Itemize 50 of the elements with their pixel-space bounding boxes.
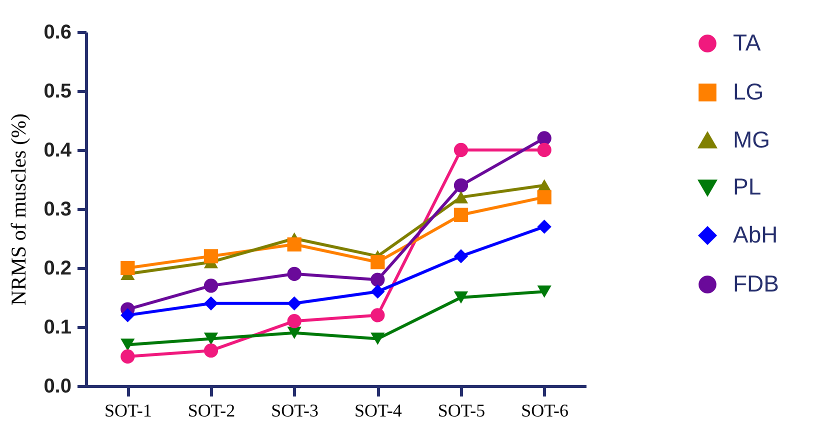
x-tick-label: SOT-1 [104, 400, 152, 420]
point [204, 278, 218, 293]
point [454, 191, 468, 204]
x-tick-label: SOT-4 [354, 400, 402, 420]
point [537, 142, 552, 158]
point [370, 255, 385, 270]
point [287, 326, 302, 340]
point [204, 249, 218, 264]
point [370, 332, 385, 345]
y-tick-label: 0.4 [44, 140, 72, 162]
y-tick-label: 0.6 [44, 22, 72, 44]
x-tick-label: SOT-6 [521, 400, 569, 420]
y-tick-label: 0.3 [44, 198, 72, 220]
legend-label: PL [733, 174, 762, 200]
legend-label: TA [733, 30, 762, 56]
y-tick-label: 0.1 [44, 316, 72, 338]
point [287, 237, 302, 252]
point [287, 296, 302, 310]
point [370, 284, 385, 299]
point [537, 131, 552, 146]
point [454, 208, 468, 222]
point [537, 190, 552, 204]
point [287, 314, 302, 328]
x-tick-label: SOT-5 [438, 400, 486, 420]
legend-label: AbH [733, 222, 778, 248]
point [537, 285, 552, 298]
point [120, 308, 135, 322]
y-tick-label: 0.2 [44, 258, 72, 280]
legend-label: FDB [733, 270, 779, 296]
x-tick-label: SOT-2 [188, 400, 236, 420]
legend-label: LG [733, 78, 764, 104]
y-axis-title: NRMS of muscles (%) [6, 114, 31, 306]
x-tick-label: SOT-3 [271, 400, 319, 420]
point [370, 272, 385, 287]
point [287, 266, 302, 281]
point [454, 178, 468, 192]
point [120, 349, 135, 364]
point [204, 332, 218, 345]
point [120, 338, 135, 351]
point [454, 291, 468, 304]
point [370, 308, 385, 322]
y-tick-label: 0.5 [44, 80, 72, 102]
legend-label: MG [733, 126, 770, 152]
point [204, 296, 218, 310]
point [204, 344, 218, 358]
point [454, 249, 468, 264]
point [454, 142, 468, 158]
y-tick-label: 0.0 [44, 376, 72, 398]
point [537, 220, 552, 234]
point [120, 260, 135, 276]
